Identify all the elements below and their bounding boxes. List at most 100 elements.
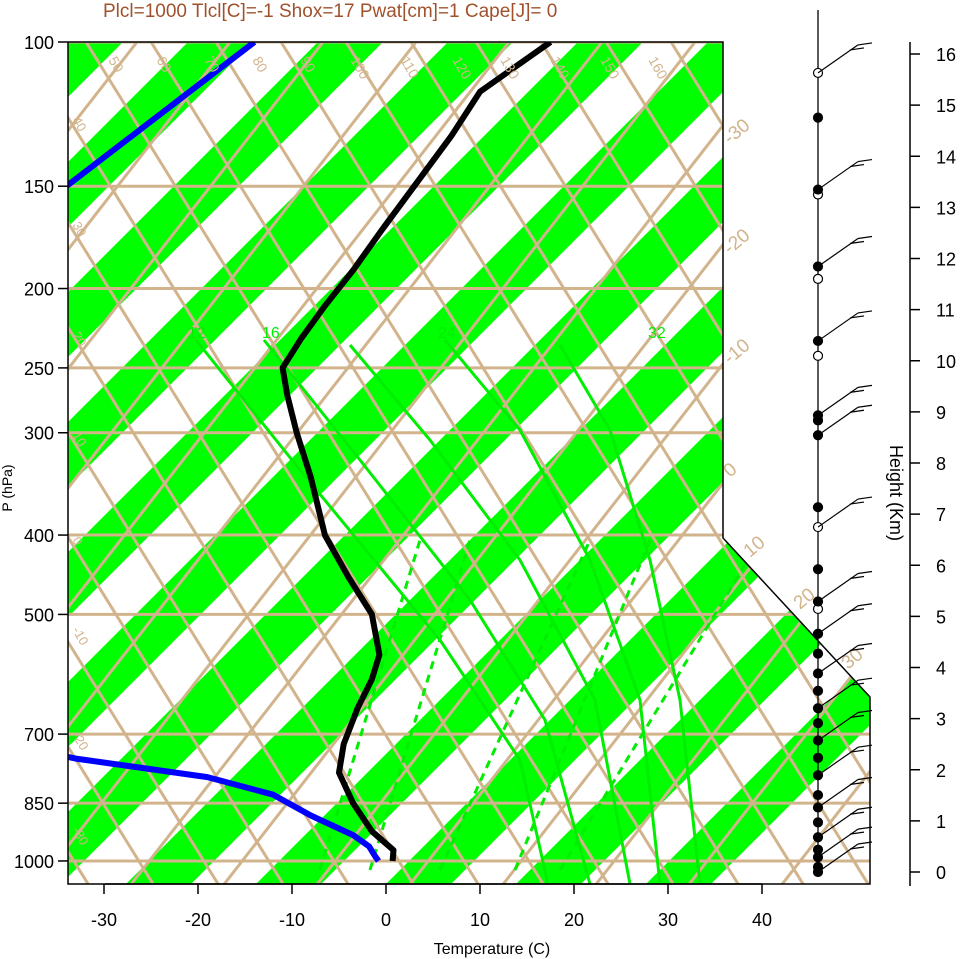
height-tick-label: 13: [936, 198, 956, 218]
height-tick-label: 3: [936, 710, 946, 730]
wind-barb-flag: [857, 841, 873, 845]
moist-adiabat-line: [348, 344, 632, 884]
isotherm-line: [721, 42, 870, 884]
left-grid-label: -10: [69, 624, 91, 648]
wind-barb-flag: [849, 811, 865, 815]
wind-barb-flag: [857, 384, 873, 388]
wind-barb-point: [812, 752, 824, 763]
isotherm-label: 10: [740, 532, 770, 562]
pressure-tick-label: 300: [24, 424, 54, 444]
mixing-ratio-label: 12: [188, 325, 206, 342]
wind-barb-flag: [857, 776, 873, 781]
isotherm-line: [535, 42, 870, 884]
theta-label: 60: [153, 54, 175, 76]
mixing-ratio-line: [438, 539, 592, 871]
wind-barb-flag: [849, 501, 865, 505]
height-tick-label: 2: [936, 761, 946, 781]
adiabat-band: [68, 42, 555, 884]
adiabat-band: [68, 42, 815, 884]
dry-adiabat-line: [773, 42, 870, 884]
wind-barb-point: [812, 350, 824, 361]
pressure-tick-label: 850: [24, 794, 54, 814]
wind-barb-flag: [849, 47, 865, 51]
wind-barb-flag: [857, 310, 873, 314]
left-grid-label: 10: [69, 429, 89, 449]
isotherm-line: [68, 42, 636, 884]
height-tick-label: 8: [936, 454, 946, 474]
dry-adiabat-line: [68, 42, 332, 884]
wind-barb-flag: [857, 744, 873, 748]
mixing-ratio-lines: [194, 339, 762, 884]
mixing-ratio-label: 16: [262, 325, 280, 342]
isotherm-label: -30: [720, 115, 755, 149]
temperature-tick-label: -30: [91, 910, 117, 930]
height-tick-label: 7: [936, 505, 946, 525]
isotherm-line: [68, 42, 543, 884]
isotherm-label: -10: [720, 335, 755, 369]
height-tick-label: 5: [936, 607, 946, 627]
isotherm-line: [68, 42, 729, 884]
dry-adiabat-line: [123, 42, 722, 884]
height-tick-label: 15: [936, 96, 956, 116]
adiabat-band: [570, 42, 870, 884]
theta-label: 50: [105, 54, 127, 76]
theta-label: 80: [249, 54, 271, 76]
wind-barb-point: [812, 844, 824, 855]
wind-barbs: [812, 10, 873, 878]
wind-barb-flag: [857, 570, 873, 575]
x-axis-label: Temperature (C): [434, 941, 550, 958]
temperature-tick-label: -10: [279, 910, 305, 930]
height-tick-label: 4: [936, 659, 946, 679]
left-grid-label: 30: [69, 219, 89, 239]
temperature-tick-label: 20: [564, 910, 584, 930]
wind-barb-flag: [849, 831, 865, 835]
height-tick-label: 10: [936, 352, 956, 372]
temperature-tick-label: 0: [381, 910, 391, 930]
height-tick-label: 6: [936, 556, 946, 576]
moist-adiabat-line: [558, 344, 702, 884]
mixing-ratio-line: [368, 539, 472, 871]
mixing-ratio-label: 24: [438, 325, 456, 342]
wind-barb-flag: [849, 240, 865, 245]
wind-barb-flag: [849, 163, 865, 168]
sounding-series: [68, 42, 553, 863]
theta-label: 90: [297, 54, 319, 76]
dry-adiabat-line: [68, 42, 397, 884]
dry-adiabat-line: [68, 42, 657, 884]
wind-barb-flag: [849, 409, 865, 413]
wind-barb-point: [812, 502, 824, 513]
dry-adiabat-line: [188, 42, 787, 884]
mixing-ratio-label: 32: [648, 325, 666, 342]
adiabat-band: [440, 42, 870, 884]
wind-barb-point: [812, 112, 824, 123]
wind-barb-point: [812, 861, 824, 873]
isotherm-line: [68, 42, 357, 884]
pressure-tick-label: 250: [24, 359, 54, 379]
plot-border: [67, 41, 871, 885]
wind-barb-flag: [857, 42, 873, 46]
height-tick-label: 12: [936, 250, 956, 270]
wind-barb-flag: [857, 158, 873, 163]
height-tick-label: 14: [936, 147, 956, 167]
wind-barb-flag: [857, 235, 873, 240]
wind-barb-flag: [849, 749, 865, 753]
wind-barb-point: [812, 273, 824, 284]
dry-adiabat-line: [68, 42, 202, 884]
wind-barb-flag: [857, 603, 873, 607]
wind-barb-point: [812, 685, 824, 696]
isotherm-label: -20: [720, 225, 755, 259]
height-tick-label: 0: [936, 863, 946, 883]
pressure-tick-label: 700: [24, 725, 54, 745]
wind-barb-point: [812, 789, 824, 801]
left-grid-label: 40: [69, 114, 89, 134]
wind-barb-flag: [857, 642, 873, 647]
dry-adiabat-line: [68, 42, 462, 884]
height-tick-label: 9: [936, 403, 946, 423]
moist-adiabat-line: [262, 339, 592, 884]
pressure-tick-label: 400: [24, 526, 54, 546]
wind-barb-flag: [857, 806, 873, 810]
